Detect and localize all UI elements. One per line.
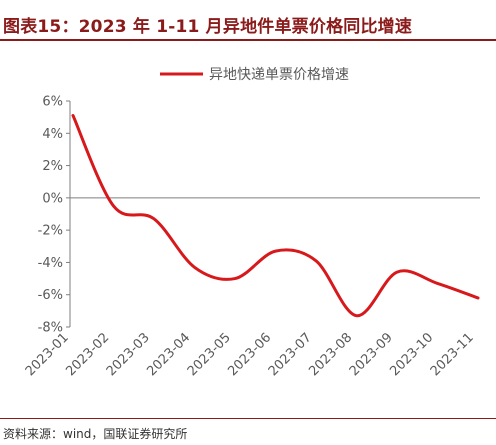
x-tick-label: 2023-01 bbox=[23, 330, 72, 379]
x-tick-label: 2023-04 bbox=[144, 330, 193, 379]
x-tick-label: 2023-07 bbox=[266, 330, 315, 379]
data-point bbox=[436, 282, 439, 285]
x-tick-label: 2023-03 bbox=[104, 330, 153, 379]
x-tick-label: 2023-11 bbox=[428, 330, 477, 379]
source-note: 资料来源：wind，国联证券研究所 bbox=[3, 427, 188, 441]
data-point bbox=[72, 114, 75, 117]
footer-divider bbox=[0, 418, 496, 419]
data-point bbox=[315, 259, 318, 262]
y-tick-label: -2% bbox=[38, 224, 63, 239]
data-point bbox=[193, 266, 196, 269]
data-point bbox=[396, 271, 399, 274]
legend-label: 异地快递单票价格增速 bbox=[209, 67, 349, 83]
y-tick-label: -8% bbox=[38, 321, 63, 336]
x-tick-label: 2023-05 bbox=[185, 330, 234, 379]
y-tick-label: 6% bbox=[42, 95, 63, 110]
x-tick-label: 2023-08 bbox=[306, 330, 355, 379]
x-tick-label: 2023-09 bbox=[347, 330, 396, 379]
y-tick-label: -4% bbox=[38, 256, 63, 271]
chart-title: 图表15：2023 年 1-11 月异地件单票价格同比增速 bbox=[3, 17, 413, 37]
data-point bbox=[274, 250, 277, 253]
x-tick-label: 2023-02 bbox=[63, 330, 112, 379]
data-point bbox=[477, 296, 480, 299]
line-chart: 异地快递单票价格增速6%4%2%0%-2%-4%-6%-8%2023-01202… bbox=[23, 67, 480, 379]
data-point bbox=[112, 204, 115, 207]
y-tick-label: 4% bbox=[42, 127, 63, 142]
x-tick-label: 2023-06 bbox=[225, 330, 274, 379]
y-tick-label: -6% bbox=[38, 288, 63, 303]
data-point bbox=[153, 217, 156, 220]
y-tick-label: 0% bbox=[42, 191, 63, 206]
series-line bbox=[71, 114, 480, 318]
y-tick-label: 2% bbox=[42, 159, 63, 174]
data-point bbox=[234, 277, 237, 280]
x-tick-label: 2023-10 bbox=[387, 330, 436, 379]
data-point bbox=[355, 314, 358, 317]
title-divider bbox=[0, 39, 496, 41]
